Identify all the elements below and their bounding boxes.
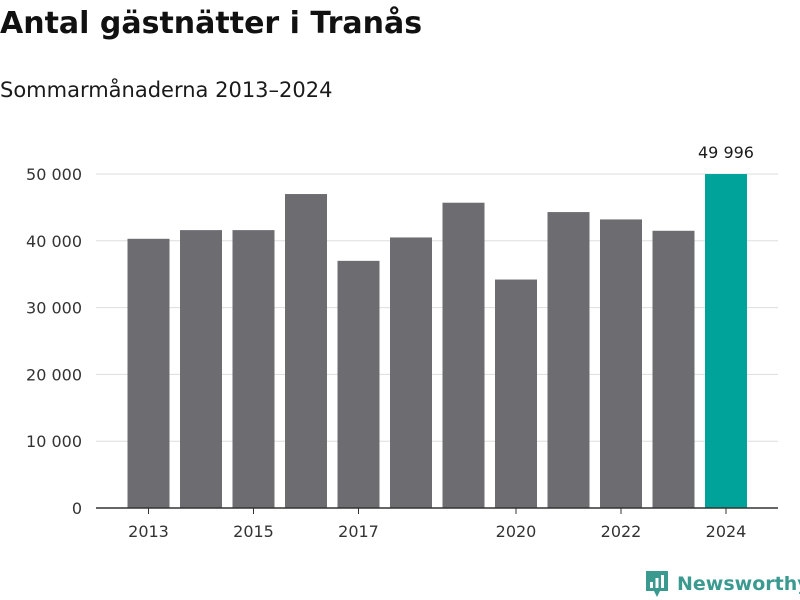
- x-tick-label: 2024: [706, 522, 747, 541]
- x-tick-label: 2017: [338, 522, 379, 541]
- bar-2017: [337, 260, 380, 508]
- chart-subtitle: Sommarmånaderna 2013–2024: [0, 78, 333, 102]
- x-tick-label: 2020: [496, 522, 537, 541]
- data-label-highlight: 49 996: [698, 143, 754, 162]
- bar-2016: [285, 194, 327, 509]
- x-tick-label: 2022: [601, 522, 642, 541]
- bar-2018: [390, 237, 432, 508]
- brand-name: Newsworthy: [677, 573, 800, 595]
- bar-chart: 0 10 000 20 000 30 000 40 000 50 000 49 996 2…: [26, 143, 778, 541]
- newsworthy-logo-icon: [646, 571, 668, 597]
- bar-2020: [495, 279, 537, 508]
- y-tick-label: 40 000: [26, 232, 82, 251]
- brand-logo: Newsworthy: [644, 568, 800, 600]
- y-tick-label: 0: [72, 499, 82, 518]
- data-labels: 49 996: [698, 143, 754, 162]
- y-tick-label: 20 000: [26, 365, 82, 384]
- x-tick-label: 2015: [233, 522, 274, 541]
- x-axis-labels: 2013 2015 2017 2020 2022 2024: [128, 508, 746, 541]
- y-axis-labels: 0 10 000 20 000 30 000 40 000 50 000: [26, 165, 82, 518]
- bars: [127, 174, 747, 509]
- x-tick-label: 2013: [128, 522, 169, 541]
- y-tick-label: 30 000: [26, 299, 82, 318]
- bar-2015: [232, 230, 275, 508]
- chart-title: Antal gästnätter i Tranås: [0, 6, 423, 41]
- bar-2021: [547, 212, 590, 509]
- bar-2014: [180, 230, 222, 508]
- y-tick-label: 10 000: [26, 432, 82, 451]
- bar-2022: [600, 219, 642, 508]
- bar-2024: [705, 174, 747, 508]
- bar-2019: [442, 202, 485, 508]
- bar-2023: [652, 230, 695, 508]
- bar-2013: [127, 238, 170, 508]
- y-tick-label: 50 000: [26, 165, 82, 184]
